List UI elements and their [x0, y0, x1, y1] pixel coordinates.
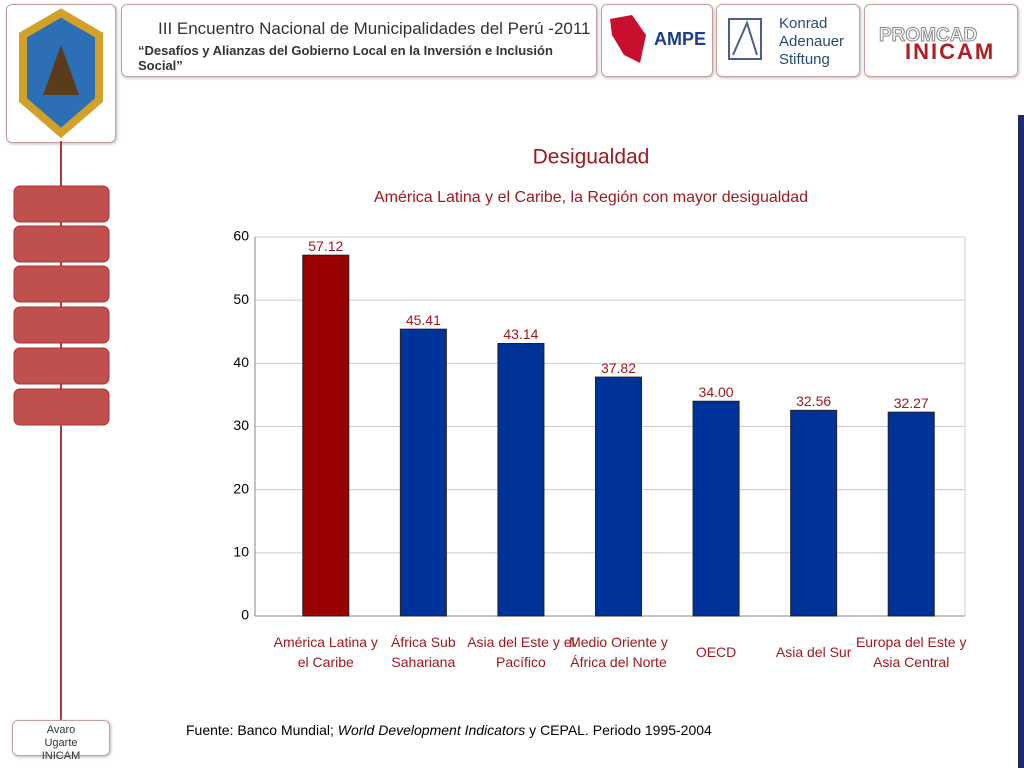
- x-tick-label: América Latina y el Caribe: [273, 634, 378, 670]
- crest-box: [6, 4, 116, 143]
- value-label: 43.14: [503, 326, 538, 342]
- y-tick-label: 20: [233, 480, 249, 496]
- value-label: 45.41: [406, 312, 441, 328]
- logo-text: Konrad Adenauer Stiftung: [779, 15, 845, 68]
- x-tick-label: Medio Oriente y África del Norte: [569, 634, 668, 670]
- source-text: World Development Indicators: [337, 722, 526, 738]
- source: Fuente: Banco Mundial; World Development…: [186, 722, 712, 738]
- bar: [595, 376, 642, 617]
- y-tick-label: 10: [233, 544, 249, 560]
- crest: [19, 8, 103, 139]
- map-icon: [610, 15, 646, 63]
- author: Avaro Ugarte INICAM: [41, 724, 81, 762]
- bar: [302, 254, 350, 617]
- y-tick-label: 30: [233, 417, 249, 433]
- value-label: 32.56: [796, 393, 831, 409]
- header-title: III Encuentro Nacional de Municipalidade…: [158, 19, 591, 38]
- bar: [497, 342, 545, 617]
- kas-logo: Konrad Adenauer Stiftung: [716, 4, 860, 77]
- logo-text: AMPE: [654, 29, 707, 49]
- y-tick-label: 0: [241, 607, 249, 623]
- header-box: III Encuentro Nacional de Municipalidade…: [121, 4, 597, 77]
- x-tick-label: África Sub Sahariana: [391, 634, 456, 670]
- y-tick-label: 60: [233, 228, 249, 244]
- value-label: 57.12: [308, 238, 343, 254]
- x-tick-label: OECD: [695, 644, 737, 660]
- source-text: y CEPAL. Periodo 1995-2004: [525, 722, 712, 738]
- bar: [692, 400, 740, 617]
- y-tick-label: 50: [233, 291, 249, 307]
- value-label: 34.00: [699, 384, 734, 400]
- author-box: Avaro Ugarte INICAM: [12, 720, 110, 762]
- kas-icon: [728, 18, 762, 60]
- chart-title: Desigualdad: [533, 146, 650, 169]
- value-label: 32.27: [894, 395, 929, 411]
- x-tick-label: Asia del Este y el Pacífico: [467, 634, 575, 670]
- header-subtitle: “Desafíos y Alianzas del Gobierno Local …: [138, 43, 553, 73]
- x-tick-label: Asia del Sur: [775, 644, 852, 660]
- bar: [790, 409, 838, 617]
- bar: [887, 411, 935, 617]
- value-label: 37.82: [601, 360, 636, 376]
- x-tick-label: Europa del Este y Asia Central: [855, 634, 967, 670]
- logo-text: PROMCAD: [878, 25, 978, 47]
- logo-text: INICAM: [905, 39, 996, 64]
- bar: [399, 328, 447, 617]
- ampe-logo: AMPE: [601, 4, 713, 77]
- chart-subtitle: América Latina y el Caribe, la Región co…: [374, 189, 808, 206]
- inicam-logo: PROMCAD INICAM: [864, 4, 1018, 77]
- y-tick-label: 40: [233, 354, 249, 370]
- source-text: Fuente: Banco Mundial;: [186, 722, 338, 738]
